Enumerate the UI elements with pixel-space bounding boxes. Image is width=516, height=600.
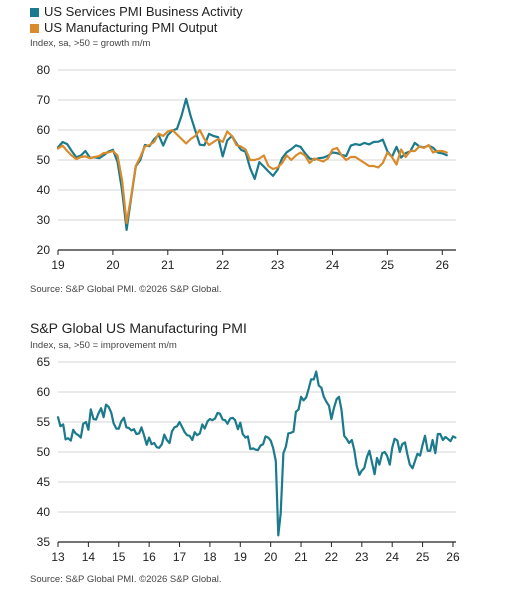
y-tick-label: 70 [37,93,51,107]
x-tick-label: 26 [436,258,450,272]
manufacturing-pmi-chart: S&P Global US Manufacturing PMI Index, s… [0,300,516,600]
chart-source: Source: S&P Global PMI. ©2026 S&P Global… [30,574,222,585]
x-tick-label: 19 [234,550,248,564]
x-tick-label: 26 [446,550,460,564]
y-tick-label: 20 [37,243,51,257]
y-tick-label: 60 [37,385,51,399]
y-tick-label: 55 [37,415,51,429]
y-tick-label: 80 [37,63,51,77]
y-tick-label: 40 [37,505,51,519]
x-tick-label: 14 [82,550,96,564]
chart-source: Source: S&P Global PMI. ©2026 S&P Global… [30,284,222,295]
legend-label-manufacturing: US Manufacturing PMI Output [44,20,218,35]
x-tick-label: 20 [264,550,278,564]
x-tick-label: 25 [381,258,395,272]
y-tick-label: 50 [37,445,51,459]
chart-title: S&P Global US Manufacturing PMI [30,320,247,336]
chart-plot-area: 35 40 45 50 55 60 65 13 14 15 16 17 18 19 20 21 22 23 24 25… [37,355,460,564]
legend: US Services PMI Business Activity US Man… [30,4,243,36]
y-tick-label: 40 [37,183,51,197]
y-tick-label: 65 [37,355,51,369]
y-tick-label: 30 [37,213,51,227]
series-line-0 [56,97,448,231]
series-line-0 [56,370,457,537]
y-tick-label: 50 [37,153,51,167]
x-tick-label: 22 [216,258,230,272]
legend-swatch-manufacturing [30,23,39,33]
x-tick-label: 22 [325,550,339,564]
x-tick-label: 18 [203,550,217,564]
x-tick-label: 21 [294,550,308,564]
series-line-1 [56,128,448,225]
x-tick-label: 19 [51,258,65,272]
x-tick-label: 16 [142,550,156,564]
x-tick-label: 25 [416,550,430,564]
y-tick-label: 35 [37,535,51,549]
chart-subtitle: Index, sa, >50 = growth m/m [30,38,151,49]
x-tick-label: 24 [326,258,340,272]
y-tick-label: 45 [37,475,51,489]
x-tick-label: 21 [161,258,175,272]
x-tick-label: 23 [271,258,285,272]
x-tick-label: 17 [173,550,187,564]
legend-label-services: US Services PMI Business Activity [44,4,243,19]
y-tick-label: 60 [37,123,51,137]
x-tick-label: 15 [112,550,126,564]
x-tick-label: 13 [51,550,65,564]
chart-subtitle: Index, sa, >50 = improvement m/m [30,340,177,351]
legend-entry-manufacturing: US Manufacturing PMI Output [30,20,243,36]
services-manufacturing-output-chart: US Services PMI Business Activity US Man… [30,4,456,295]
legend-swatch-services [30,7,39,17]
x-tick-label: 24 [386,550,400,564]
legend-entry-services: US Services PMI Business Activity [30,4,243,20]
x-tick-label: 20 [106,258,120,272]
x-tick-label: 23 [355,550,369,564]
